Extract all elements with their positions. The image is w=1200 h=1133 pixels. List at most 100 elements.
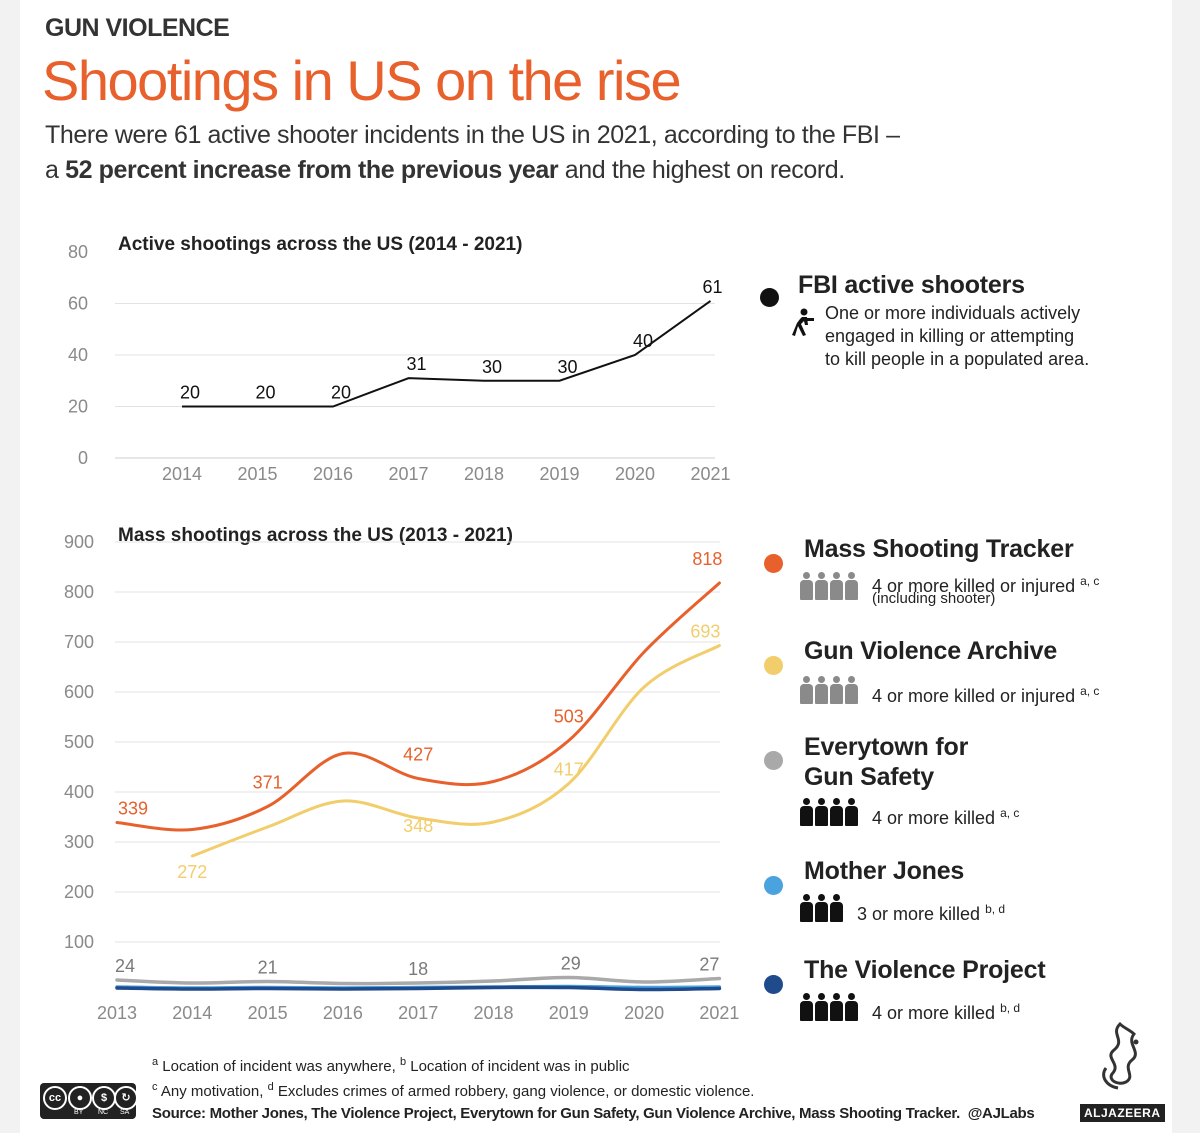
chart1-data-label: 30 <box>557 357 577 377</box>
chart1-title: Active shootings across the US (2014 - 2… <box>118 234 522 255</box>
chart1-y-tick-label: 80 <box>68 242 88 262</box>
person-icon <box>845 798 858 826</box>
subtitle-prefix: a <box>45 156 66 184</box>
people-icon-group <box>800 798 858 826</box>
chart1-data-label: 40 <box>633 331 653 351</box>
person-icon <box>830 798 843 826</box>
nc-icon: $ <box>92 1086 116 1110</box>
by-label: BY <box>74 1109 84 1116</box>
source-line: Source: Mother Jones, The Violence Proje… <box>152 1105 1035 1122</box>
chart1-data-label: 31 <box>406 354 426 374</box>
chart2-series-line <box>115 581 721 832</box>
chart2-data-label: 24 <box>115 956 135 976</box>
shooter-icon <box>792 308 814 336</box>
chart2-series-line <box>115 975 722 986</box>
chart2-x-tick-label: 2016 <box>323 1003 363 1023</box>
legend-name-line2: Gun Safety <box>804 763 934 791</box>
chart2-data-label: 427 <box>403 745 433 765</box>
chart2-data-label: 503 <box>554 707 584 727</box>
chart1-data-label: 20 <box>180 383 200 403</box>
chart2-data-label: 21 <box>258 958 278 978</box>
cc-license-badge: cc ● $ ↻ BY NC SA <box>40 1083 138 1119</box>
aljazeera-logo-icon <box>1102 1021 1139 1090</box>
chart2-x-tick-label: 2021 <box>699 1003 739 1023</box>
charts-canvas: Active shootings across the US (2014 - 2… <box>64 234 739 1023</box>
chart2-y-tick-label: 100 <box>64 932 94 952</box>
chart2-data-label: 29 <box>561 954 581 974</box>
legend-item: Everytown for Gun Safety 4 or more killed … <box>764 732 1164 828</box>
chart2-series-line <box>115 985 722 992</box>
chart1-x-tick-label: 2016 <box>313 464 353 484</box>
chart1-y-tick-label: 40 <box>68 345 88 365</box>
chart2-y-tick-label: 700 <box>64 632 94 652</box>
legend-name: FBI active shooters <box>798 271 1025 299</box>
legend-item: The Violence Project 4 or more killed b, … <box>764 955 1164 1035</box>
cc-icon: cc <box>43 1086 67 1110</box>
legend-item: Gun Violence Archive 4 or more killed or … <box>764 636 1164 716</box>
person-icon <box>800 798 813 826</box>
chart1-y-tick-label: 60 <box>68 294 88 314</box>
subtitle-suffix: and the highest on record. <box>558 156 845 184</box>
subtitle-highlight: 52 percent increase from the previous ye… <box>65 156 559 184</box>
footnote-line1: a Location of incident was anywhere, b L… <box>152 1056 630 1075</box>
person-icon <box>800 572 813 600</box>
person-icon <box>800 676 813 704</box>
person-icon <box>845 676 858 704</box>
person-icon <box>800 894 813 922</box>
chart1-data-label: 20 <box>255 383 275 403</box>
legend-dot <box>760 288 779 307</box>
chart2-data-label: 818 <box>692 549 722 569</box>
legend-name: Mother Jones <box>804 857 965 885</box>
chart2-data-label: 417 <box>554 760 584 780</box>
chart2-data-label: 371 <box>253 773 283 793</box>
chart1-x-tick-label: 2018 <box>464 464 504 484</box>
brand-wordmark: ALJAZEERA <box>1080 1104 1165 1122</box>
chart1-series-line <box>182 300 712 408</box>
sa-icon: ↻ <box>114 1086 138 1110</box>
chart2-x-tick-label: 2019 <box>549 1003 589 1023</box>
chart1-x-tick-label: 2019 <box>539 464 579 484</box>
person-icon <box>845 572 858 600</box>
legend-desc-line1: One or more individuals actively <box>825 303 1081 323</box>
chart2-x-tick-label: 2014 <box>172 1003 212 1023</box>
chart2-y-tick-label: 800 <box>64 582 94 602</box>
chart1-x-tick-label: 2021 <box>690 464 730 484</box>
nc-label: NC <box>98 1109 109 1116</box>
chart2-x-tick-label: 2017 <box>398 1003 438 1023</box>
people-icon-group <box>800 676 858 704</box>
legend-dot <box>764 876 783 895</box>
chart2-data-label: 18 <box>408 959 428 979</box>
chart2-x-tick-label: 2013 <box>97 1003 137 1023</box>
chart2-x-tick-label: 2015 <box>248 1003 288 1023</box>
person-icon <box>815 798 828 826</box>
legend-item: Mass Shooting Tracker 4 or more killed or… <box>764 534 1164 614</box>
legend-dot <box>764 751 783 770</box>
legend-dot <box>764 554 783 573</box>
person-icon <box>830 572 843 600</box>
chart1-x-tick-label: 2015 <box>237 464 277 484</box>
page-title: Shootings in US on the rise <box>42 49 682 112</box>
chart1-y-tick-label: 0 <box>78 448 88 468</box>
subtitle: There were 61 active shooter incidents i… <box>45 118 1045 188</box>
legend-dot <box>764 975 783 994</box>
footnote-line2: c Any motivation, d Excludes crimes of a… <box>152 1081 755 1100</box>
chart2-x-tick-label: 2018 <box>473 1003 513 1023</box>
footnotes: a Location of incident was anywhere, b L… <box>152 1052 754 1102</box>
chart1-x-tick-label: 2017 <box>388 464 428 484</box>
chart2-y-tick-label: 400 <box>64 782 94 802</box>
chart2-data-label: 272 <box>177 862 207 882</box>
chart2-data-label: 339 <box>118 799 148 819</box>
chart2-y-tick-label: 900 <box>64 532 94 552</box>
legend-desc: 4 or more killed or injured a, c <box>872 574 1100 596</box>
person-icon <box>830 676 843 704</box>
chart1-x-tick-label: 2014 <box>162 464 202 484</box>
chart2-title: Mass shootings across the US (2013 - 202… <box>118 525 513 546</box>
people-icon-group <box>800 993 858 1021</box>
legend-fbi: FBI active shooters One or more individu… <box>760 270 1160 380</box>
chart2-y-tick-label: 600 <box>64 682 94 702</box>
legend-name: Mass Shooting Tracker <box>804 535 1074 563</box>
by-icon: ● <box>68 1086 92 1110</box>
source-text: Source: Mother Jones, The Violence Proje… <box>152 1105 960 1122</box>
people-icon-group <box>800 894 843 922</box>
sa-label: SA <box>120 1109 130 1116</box>
